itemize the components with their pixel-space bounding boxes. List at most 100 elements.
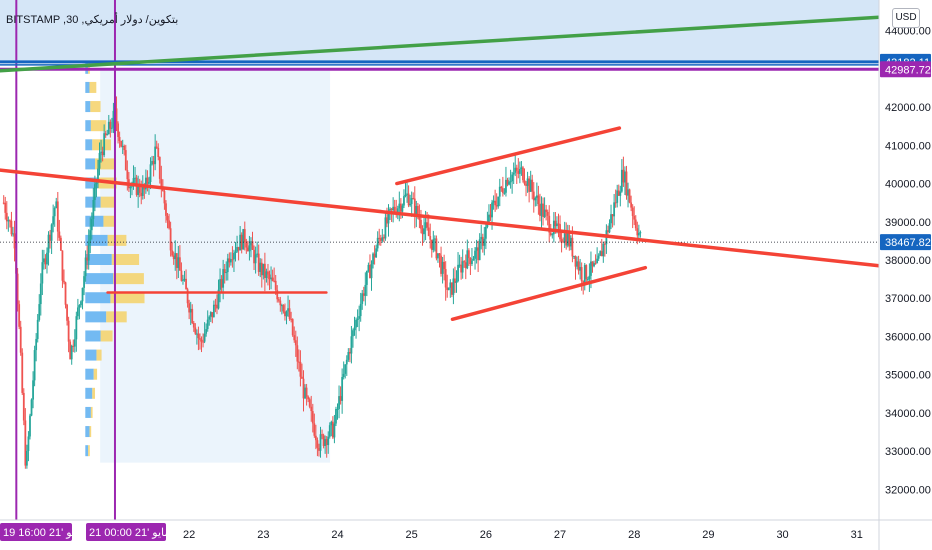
candle-body [149, 164, 152, 183]
candle-body [410, 198, 413, 205]
candle-body [552, 220, 555, 235]
candle-body [75, 316, 78, 340]
candle-body [466, 250, 469, 269]
candle-body [64, 282, 67, 305]
candle-body [183, 278, 186, 280]
time-badge-label: 21 مايو '21 00:00 [89, 527, 170, 539]
candle-body [469, 257, 472, 265]
y-tick-label: 42000.00 [885, 102, 931, 114]
candle-body [63, 280, 65, 283]
candle-body [528, 178, 531, 192]
candle-body [155, 146, 158, 148]
candle-body [152, 161, 155, 165]
candle-body [279, 300, 282, 306]
volume-profile [85, 62, 145, 457]
x-tick-label: 27 [554, 529, 566, 541]
candle-body [305, 387, 308, 397]
candle-body [35, 338, 38, 351]
candle-body [308, 399, 311, 407]
candle-body [449, 282, 452, 288]
candle-body [36, 319, 39, 339]
candle-body [101, 151, 104, 156]
candle-body [512, 172, 515, 175]
candle-body [222, 269, 225, 288]
candle-body [199, 338, 201, 340]
candle-body [180, 270, 183, 281]
candle-body [129, 186, 132, 189]
candle-body [234, 251, 237, 254]
candle-body [81, 287, 84, 302]
candle-body [542, 203, 544, 217]
candle-body [392, 206, 395, 211]
candle-body [267, 271, 269, 275]
candle-body [144, 177, 147, 190]
candle-body [620, 169, 623, 192]
candle-body [460, 264, 463, 273]
candle-body [492, 200, 495, 203]
candle-body [345, 359, 348, 365]
candle-body [202, 341, 204, 343]
candle-body [253, 249, 255, 264]
candle-body [624, 171, 626, 183]
candle-body [134, 177, 136, 179]
candle-body [61, 250, 64, 281]
candle-body [430, 239, 433, 250]
candle-body [178, 257, 181, 271]
candle-body [293, 335, 296, 341]
x-tick-label: 28 [628, 529, 640, 541]
volume-profile-buy-bar [85, 158, 96, 170]
candle-body [557, 223, 560, 225]
candle-body [531, 179, 534, 192]
candle-body [83, 276, 85, 288]
candle-body [311, 411, 314, 424]
candle-body [273, 280, 276, 282]
candle-body [84, 257, 87, 277]
candle-body [342, 373, 345, 377]
time-badge-label: 19 مايو '21 16:00 [3, 527, 84, 539]
candle-body [588, 275, 591, 280]
candle-body [166, 215, 169, 221]
candle-body [160, 178, 163, 187]
candle-body [446, 287, 449, 290]
candle-body [98, 152, 101, 169]
candle-body [440, 255, 442, 274]
candle-body [24, 420, 27, 466]
candle-body [625, 171, 628, 196]
candle-body [614, 202, 617, 204]
currency-button[interactable]: USD [892, 8, 920, 28]
drawings-layer[interactable] [0, 0, 881, 520]
candle-body [472, 258, 475, 261]
volume-profile-sell-bar [110, 292, 145, 304]
candle-body [58, 231, 61, 238]
volume-profile-buy-bar [85, 406, 91, 418]
candle-body [123, 145, 126, 151]
candle-body [243, 229, 246, 243]
candle-body [175, 253, 178, 268]
x-tick-label: 24 [331, 529, 343, 541]
candle-body [118, 136, 121, 141]
candle-body [423, 228, 425, 235]
volume-profile-buy-bar [85, 349, 97, 361]
candle-body [627, 189, 629, 196]
candle-body [140, 192, 143, 196]
candle-body [50, 224, 53, 241]
candle-body [382, 237, 385, 239]
candle-body [401, 205, 404, 212]
candle-body [13, 233, 16, 249]
candle-body [322, 435, 325, 446]
candle-body [231, 259, 234, 261]
candle-body [500, 186, 503, 189]
y-tick-label: 32000.00 [885, 484, 931, 496]
volume-profile-sell-bar [113, 273, 144, 285]
candle-body [95, 182, 98, 185]
symbol-title: BITSTAMP ,30 ,بتكوين/ دولار أمريكي [6, 14, 179, 26]
candle-body [475, 247, 478, 251]
candle-body [637, 232, 640, 236]
candle-body [548, 215, 551, 233]
candle-body [226, 258, 229, 273]
candle-body [364, 284, 367, 296]
candle-body [478, 239, 481, 261]
candle-body [73, 339, 76, 347]
candle-body [158, 156, 161, 179]
